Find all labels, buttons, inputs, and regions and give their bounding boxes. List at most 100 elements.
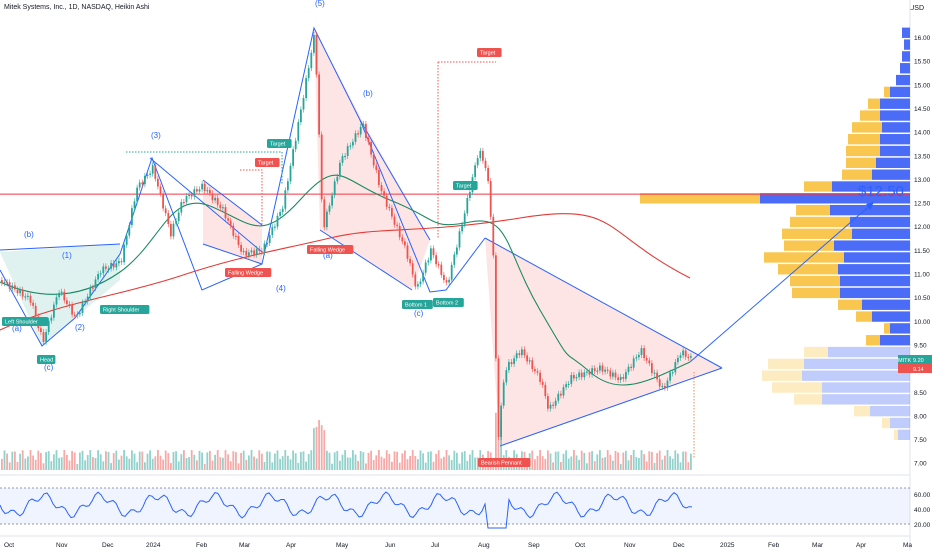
volume-profile-bar [868,98,880,109]
candle [76,314,79,316]
candle [365,123,367,138]
volume-bar [531,450,534,470]
pattern-line [689,201,875,363]
candle [276,215,279,227]
candle [666,380,669,388]
volume-bar [125,456,128,470]
x-tick-label: Dec [673,542,685,549]
volume-bar [474,457,476,470]
candle [531,360,534,370]
pattern-line [499,367,723,447]
volume-bar [606,450,609,470]
volume-bar [222,457,224,470]
candle [110,262,112,269]
wave-label: (5) [315,0,325,8]
volume-bar [172,451,175,470]
candle [40,328,42,333]
volume-bar [6,453,8,470]
volume-profile-bar [854,405,870,417]
volume-profile-bar [896,74,910,86]
volume-bar [609,454,612,470]
candle [690,356,692,358]
volume-bar [664,455,666,470]
x-tick-label: 2025 [720,542,735,549]
pattern-tag [433,298,464,307]
last-price-value: 9.20 [913,358,924,364]
candle [593,368,596,372]
candle [541,381,544,385]
x-tick-label: 2024 [146,542,161,549]
candle [50,317,53,321]
candle [14,285,16,290]
volume-bar [206,452,209,470]
candle [599,365,601,371]
volume-bar [417,459,419,470]
volume-profile-bar [822,382,910,393]
pattern-tag-label: Falling Wedge [228,271,263,277]
candle [606,369,609,371]
candle [567,383,570,386]
y-tick-label: 10.00 [914,319,931,326]
volume-profile-bar [790,216,850,228]
x-tick-label: Oct [575,542,585,549]
volume-bar [612,460,614,470]
volume-bar [211,460,214,470]
oscillator-tick-label: 20.00 [914,522,931,529]
candle [79,313,81,315]
pattern-tag [478,458,531,467]
volume-profile-bar [856,311,872,322]
candle [305,78,307,99]
candle [396,224,398,226]
volume-bar [396,451,398,470]
wave-label: (1) [62,251,72,260]
volume-profile-bar [890,86,910,98]
candle [203,183,206,191]
volume-bar [461,452,463,470]
volume-profile-bar [828,346,910,358]
candle [128,225,131,236]
candle [105,266,107,269]
candle [440,264,443,275]
volume-bar [422,453,424,470]
volume-profile-bar [804,346,828,358]
candle [313,34,315,53]
volume-bar [596,454,599,470]
candle [385,195,388,207]
candle [133,201,136,209]
candle [406,245,409,259]
volume-bar [552,462,554,470]
candle [71,304,73,315]
volume-bar [79,452,81,470]
candle [414,274,417,287]
wave-label: (b) [24,230,34,239]
volume-bar [240,452,242,470]
candle [138,182,141,188]
volume-bar [55,450,58,470]
volume-bar [357,460,359,470]
candle [11,285,14,289]
candle [617,377,619,380]
volume-bar [185,457,188,470]
candle [518,353,521,355]
volume-bar [232,451,235,470]
volume-profile-bar [880,335,910,346]
volume-bar [320,425,323,470]
candle [357,133,359,135]
candle [367,137,370,143]
volume-bar [313,428,315,470]
volume-profile-bar [764,252,844,263]
volume-profile-bar [796,204,830,216]
candle [359,126,362,135]
volume-bar [120,455,123,470]
candle [310,52,313,69]
volume-profile-bar [862,299,910,310]
wave-label: (c) [414,309,424,318]
volume-profile-bar [846,145,880,157]
volume-bar [289,459,292,470]
candle [326,211,328,228]
volume-bar [367,452,370,470]
volume-bar [671,458,674,470]
volume-bar [651,451,653,470]
candle [97,273,99,280]
